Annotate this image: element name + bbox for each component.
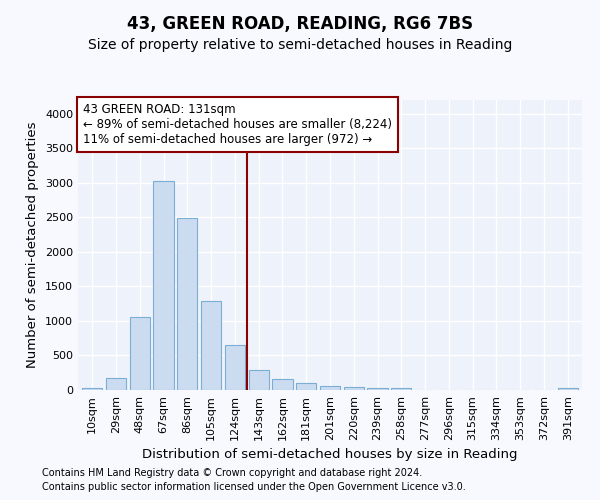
Bar	[320, 386, 340, 390]
Text: Size of property relative to semi-detached houses in Reading: Size of property relative to semi-detach…	[88, 38, 512, 52]
Bar	[344, 387, 364, 390]
Bar	[201, 302, 221, 390]
Bar	[248, 370, 269, 390]
Text: Contains HM Land Registry data © Crown copyright and database right 2024.: Contains HM Land Registry data © Crown c…	[42, 468, 422, 477]
Text: 43 GREEN ROAD: 131sqm
← 89% of semi-detached houses are smaller (8,224)
11% of s: 43 GREEN ROAD: 131sqm ← 89% of semi-deta…	[83, 103, 392, 146]
Bar	[557, 388, 578, 390]
Bar	[296, 384, 316, 390]
Bar	[82, 388, 103, 390]
Bar	[272, 379, 293, 390]
Bar	[177, 218, 197, 390]
Text: Contains public sector information licensed under the Open Government Licence v3: Contains public sector information licen…	[42, 482, 466, 492]
Y-axis label: Number of semi-detached properties: Number of semi-detached properties	[26, 122, 40, 368]
Bar	[391, 388, 412, 390]
Bar	[225, 345, 245, 390]
Bar	[130, 317, 150, 390]
Bar	[106, 378, 126, 390]
Text: 43, GREEN ROAD, READING, RG6 7BS: 43, GREEN ROAD, READING, RG6 7BS	[127, 15, 473, 33]
X-axis label: Distribution of semi-detached houses by size in Reading: Distribution of semi-detached houses by …	[142, 448, 518, 462]
Bar	[154, 182, 173, 390]
Bar	[367, 388, 388, 390]
